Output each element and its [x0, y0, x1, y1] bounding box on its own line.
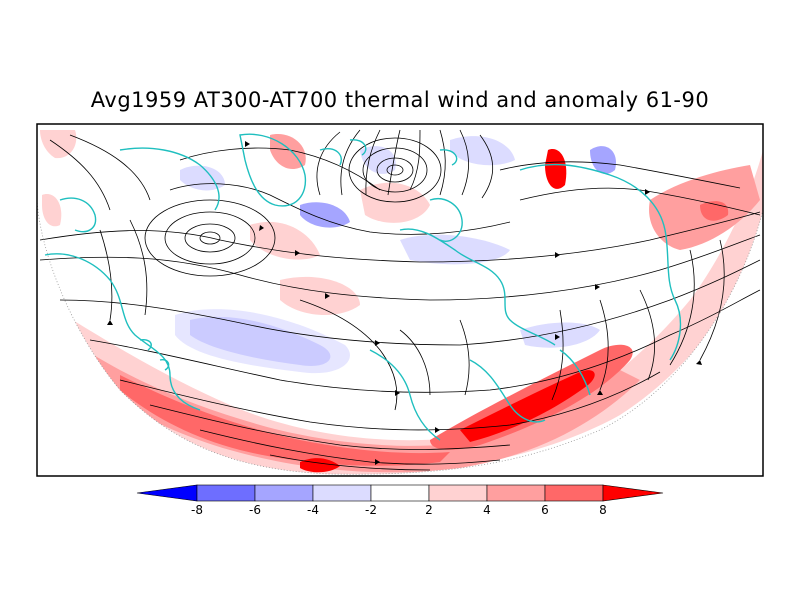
warm-anomaly-west: [42, 194, 62, 227]
colorbar-bin: [312, 484, 372, 502]
coastline-alaska: [59, 197, 97, 233]
colorbar-label: 4: [483, 503, 491, 517]
warm-anomaly-mid: [280, 276, 360, 316]
colorbar-label: 6: [541, 503, 549, 517]
colorbar-bin: [428, 484, 488, 502]
colorbar-label: -4: [307, 503, 319, 517]
coastline-scandinavia: [429, 198, 463, 242]
anomaly-shading: [40, 130, 763, 475]
colorbar-label: -2: [365, 503, 377, 517]
cold-anomaly-siberia: [590, 146, 616, 174]
colorbar-label: -8: [191, 503, 203, 517]
colorbar-label: 2: [425, 503, 433, 517]
coastline-africa: [369, 349, 441, 441]
warm-anomaly-east-core: [460, 370, 595, 442]
colorbar-bin: [254, 484, 314, 502]
cold-anomaly-pole: [360, 146, 396, 174]
colorbar-bin: [370, 484, 430, 502]
warm-anomaly-siberia: [545, 149, 567, 189]
coastline-india: [559, 349, 591, 396]
map-area: [37, 124, 763, 476]
map-frame: [36, 123, 764, 477]
cold-anomaly-west: [180, 165, 225, 191]
cold-anomaly-north: [450, 136, 515, 166]
coastline-greenland: [239, 133, 307, 207]
cold-anomaly-arctic-west: [300, 202, 350, 228]
colorbar: -8 -6 -4 -2 2 4 6 8: [136, 484, 664, 517]
coastline-canada-arctic: [119, 147, 220, 211]
warm-anomaly-central: [250, 221, 320, 260]
colorbar-bin: [196, 484, 256, 502]
coastline-asia: [519, 163, 682, 361]
streamline-arrows: [107, 141, 702, 465]
colorbar-bin: [544, 484, 604, 502]
map-title: Avg1959 AT300-AT700 thermal wind and ano…: [90, 88, 710, 112]
colorbar-bin: [486, 484, 546, 502]
coastlines: [44, 133, 682, 441]
coastline-mideast: [469, 359, 546, 423]
coastline-arctic-islands: [319, 139, 458, 166]
colorbar-max-arrow: [602, 484, 664, 502]
cold-anomaly-atlantic: [520, 322, 600, 348]
colorbar-label: -6: [249, 503, 261, 517]
cold-anomaly-pacific-halo: [175, 309, 350, 374]
warm-anomaly-nw: [40, 130, 77, 159]
projection-boundary: [37, 199, 763, 475]
warm-anomaly-band-inner: [120, 375, 450, 466]
warm-anomaly-arctic: [360, 182, 430, 223]
coastline-north-america: [44, 253, 201, 411]
colorbar-label: 8: [599, 503, 607, 517]
coastline-pacific-islands: [139, 338, 170, 371]
streamlines: [39, 129, 761, 471]
colorbar-min-arrow: [136, 484, 198, 502]
